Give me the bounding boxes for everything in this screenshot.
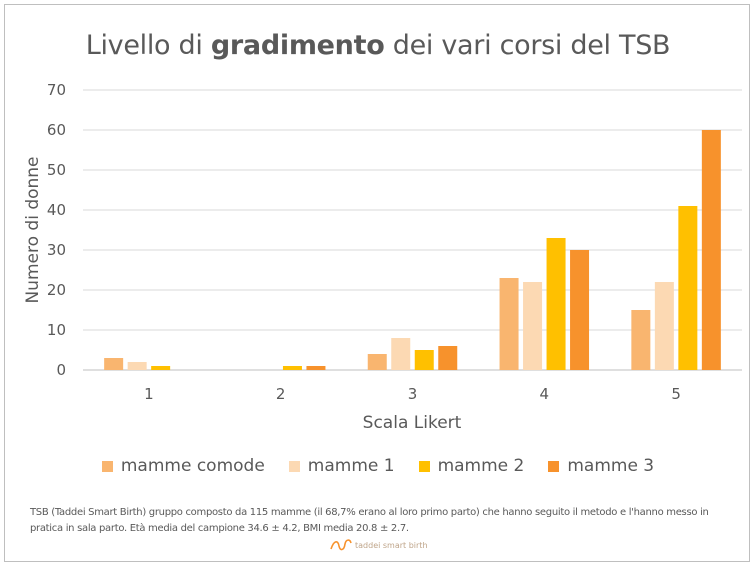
bar xyxy=(367,354,387,370)
bar xyxy=(631,310,651,370)
bar xyxy=(391,338,411,370)
bar xyxy=(438,346,458,370)
chart-title: Livello di gradimento dei vari corsi del… xyxy=(0,30,756,61)
legend-label: mamme comode xyxy=(120,456,265,476)
bar xyxy=(523,282,543,370)
logo-text: taddei smart birth xyxy=(355,540,428,550)
x-tick-label: 3 xyxy=(408,385,418,403)
legend-swatch xyxy=(288,460,300,472)
y-tick-label: 70 xyxy=(47,81,66,99)
legend-item: mamme comode xyxy=(101,456,265,476)
y-tick-label: 60 xyxy=(47,121,66,139)
y-axis-title: Numero di donne xyxy=(23,156,43,303)
legend-label: mamme 3 xyxy=(567,456,655,476)
legend-swatch xyxy=(548,460,560,472)
logo-wave-icon xyxy=(330,539,352,551)
x-tick-label: 1 xyxy=(144,385,154,403)
legend-item: mamme 1 xyxy=(288,456,395,476)
bar xyxy=(414,350,434,370)
bar xyxy=(570,250,590,370)
chart-frame xyxy=(4,4,750,562)
x-tick-label: 2 xyxy=(276,385,286,403)
bar xyxy=(701,130,721,370)
y-tick-label: 10 xyxy=(47,321,66,339)
legend-item: mamme 2 xyxy=(418,456,525,476)
bar xyxy=(546,238,566,370)
legend-item: mamme 3 xyxy=(548,456,654,476)
bar xyxy=(654,282,674,370)
title-part-bold: gradimento xyxy=(210,30,385,61)
brand-logo: taddei smart birth xyxy=(330,538,428,552)
y-tick-label: 0 xyxy=(56,361,66,379)
x-axis-title: Scala Likert xyxy=(363,413,462,433)
bar xyxy=(282,366,302,370)
x-tick-label: 5 xyxy=(671,385,681,403)
title-part-1: Livello di xyxy=(85,30,211,61)
bar xyxy=(151,366,171,370)
bars xyxy=(104,130,721,370)
bar xyxy=(499,278,519,370)
gridlines xyxy=(83,89,742,371)
legend-swatch xyxy=(101,460,113,472)
x-tick-labels: 1 2 3 4 5 xyxy=(144,385,681,403)
bar xyxy=(678,206,698,370)
legend-label: mamme 1 xyxy=(307,456,395,476)
legend: mamme comode mamme 1 mamme 2 mamme 3 xyxy=(0,456,756,476)
bar xyxy=(104,358,124,370)
y-tick-label: 30 xyxy=(47,241,66,259)
y-tick-labels: 0 10 20 30 40 50 60 70 xyxy=(47,81,66,379)
bar-chart: 0 10 20 30 40 50 60 70 1 2 3 4 5 Scala Likert Numer… xyxy=(23,81,742,433)
bar xyxy=(306,366,326,370)
x-tick-label: 4 xyxy=(540,385,550,403)
y-tick-label: 50 xyxy=(47,161,66,179)
footnote: TSB (Taddei Smart Birth) gruppo composto… xyxy=(30,507,709,534)
y-tick-label: 40 xyxy=(47,201,66,219)
legend-swatch xyxy=(418,460,430,472)
bar xyxy=(127,362,147,370)
title-part-3: dei vari corsi del TSB xyxy=(384,30,671,61)
y-tick-label: 20 xyxy=(47,281,66,299)
legend-label: mamme 2 xyxy=(437,456,525,476)
